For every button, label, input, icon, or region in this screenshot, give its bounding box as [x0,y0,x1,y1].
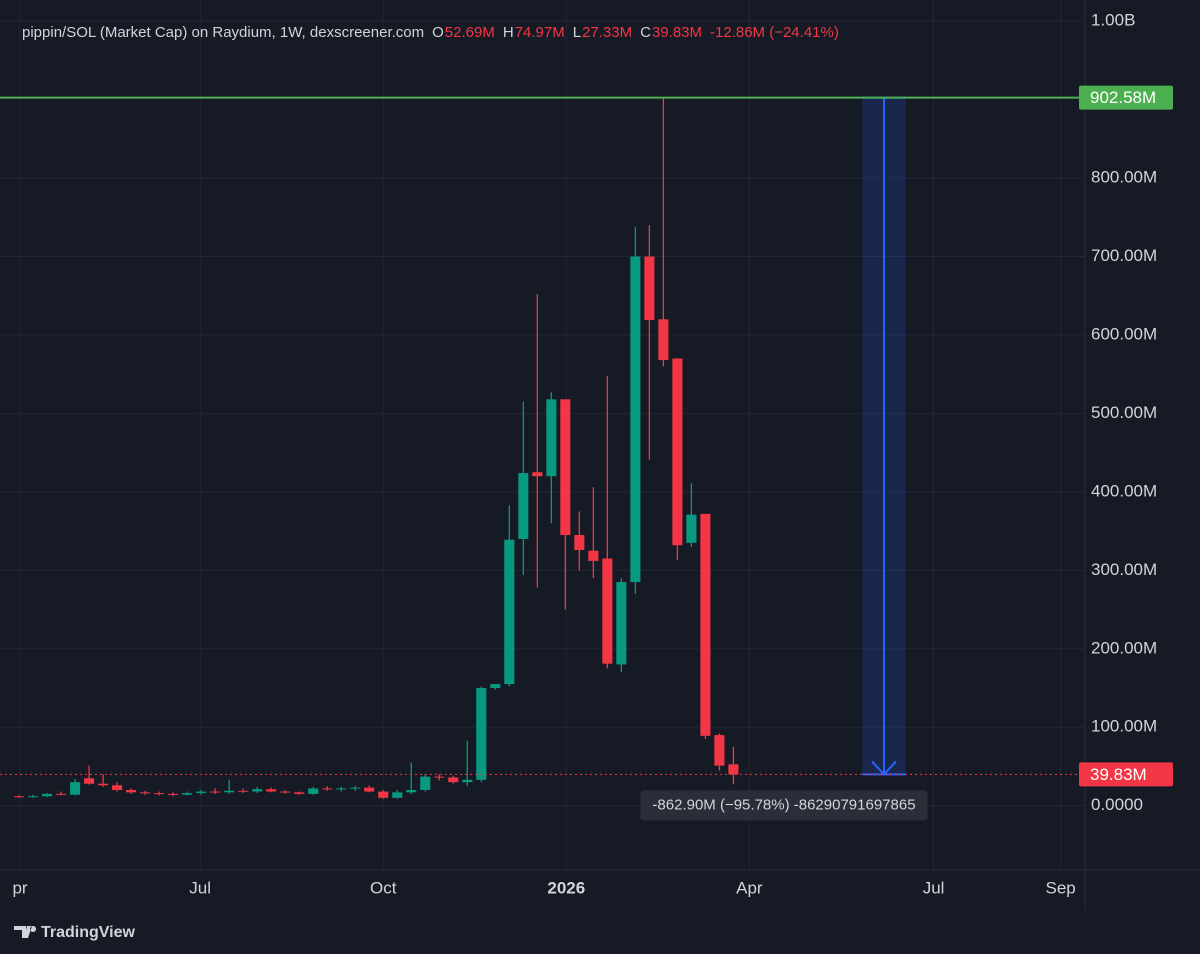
measure-label: -862.90M (−95.78%) -86290791697865 [652,796,915,813]
candle-body [574,535,585,550]
y-tick-label: 100.00M [1091,717,1157,736]
candle-body [700,513,711,736]
candle-body [378,791,389,798]
candle-body [154,793,165,795]
candle-body [392,792,403,798]
legend-key: L [573,24,581,41]
candle-body [602,558,613,664]
candle-body [420,776,431,790]
candle-body [560,399,571,536]
price-label-box [1079,762,1173,787]
brand: TradingView [14,924,136,941]
candle-body [98,783,109,786]
candle-body [406,789,417,793]
header: pippin/SOL (Market Cap) on Raydium, 1W, … [22,24,839,41]
legend-value: 27.33M [582,24,632,41]
candle-body [168,793,179,795]
candle-body [140,792,151,794]
candle-body [588,550,599,561]
y-tick-label: 700.00M [1091,246,1157,265]
candle-body [224,790,235,793]
brand-text: TradingView [41,924,136,941]
candle-body [672,358,683,546]
measure-arrowhead [871,760,897,776]
x-tick-label: Apr [736,878,763,897]
chart-title: pippin/SOL (Market Cap) on Raydium, 1W, … [22,24,424,41]
legend-value: 74.97M [515,24,565,41]
candle-body [56,793,67,795]
candle-body [126,789,137,793]
brand-logo [14,926,37,938]
candle-body [630,256,641,583]
x-tick-label: Jul [189,878,211,897]
candle-body [308,788,319,794]
candle-body [448,777,459,783]
y-tick-label: 300.00M [1091,560,1157,579]
legend-key: O [432,24,444,41]
price-label: 39.83M [1090,765,1147,784]
legend-change: -12.86M (−24.41%) [710,24,839,41]
candle-body [42,793,53,797]
candle-body [504,539,515,685]
candle-body [14,796,25,798]
candle-body [210,791,221,793]
candle-body [476,687,487,780]
y-tick-label: 800.00M [1091,168,1157,187]
candle-body [462,779,473,783]
marks [14,98,739,799]
candle-body [532,472,543,477]
candle-body [252,789,263,792]
candle-body [686,514,697,543]
grid: 0.0000 100.00M 200.00M 300.00M 400.00M 500.00… [0,0,1157,897]
x-tick-label: 2026 [547,878,585,897]
candle-body [196,791,207,794]
candle-body [280,791,291,793]
candle-body [518,473,529,539]
y-tick-label: 400.00M [1091,481,1157,500]
price-label: 902.58M [1090,88,1156,107]
candle-body [714,735,725,766]
x-tick-label: Sep [1046,878,1076,897]
candle-body [616,582,627,665]
candle-body [84,778,95,784]
price-label-box [1079,85,1173,110]
candle-body [322,788,333,790]
y-tick-label: 1.00B [1091,11,1135,30]
candle-body [546,399,557,477]
candle-body [644,256,655,321]
x-tick-label: Jul [923,878,945,897]
candle-body [70,782,81,795]
candle-body [490,684,501,688]
candle-body [294,792,305,794]
y-tick-label: 500.00M [1091,403,1157,422]
y-tick-label: 200.00M [1091,638,1157,657]
legend-value: 39.83M [652,24,702,41]
overlay: 902.58M 39.83M -862.90M (−95.78%) -8629079… [0,85,1173,821]
x-tick-label: Oct [370,878,397,897]
legend-key: C [640,24,651,41]
candle-body [238,790,249,792]
candle-body [28,796,39,798]
candle-body [658,319,669,361]
candle-body [728,764,739,775]
legend-key: H [503,24,514,41]
y-tick-label: 600.00M [1091,324,1157,343]
candle-body [434,776,445,778]
x-tick-label: pr [12,878,27,897]
candle-body [112,785,123,790]
measure-label-box [640,790,928,821]
candle-body [350,787,361,789]
y-tick-label: 0.0000 [1091,795,1143,814]
candle-body [266,789,277,792]
candle-body [336,788,347,790]
candle-body [364,787,375,792]
legend-value: 52.69M [445,24,495,41]
candle-body [182,793,193,795]
